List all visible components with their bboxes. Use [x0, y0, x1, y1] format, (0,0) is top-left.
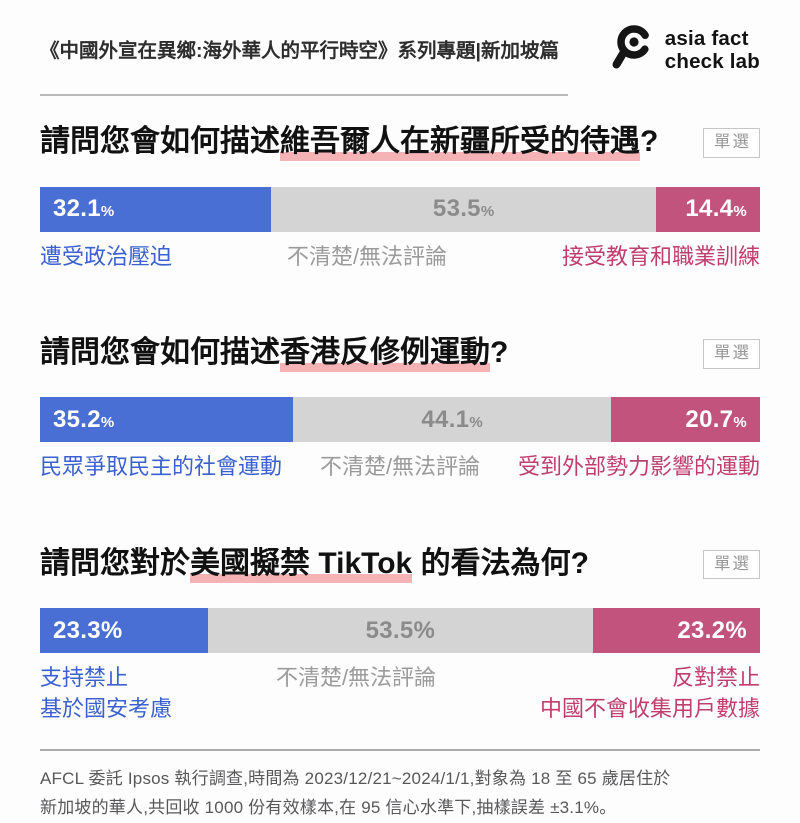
bar-segment-pink: 23.2% [592, 608, 760, 654]
bar-segment-blue: 32.1% [40, 186, 272, 232]
percent-sign: % [100, 616, 123, 644]
percent-sign: % [413, 616, 436, 644]
single-choice-badge: 單選 [703, 128, 760, 158]
answer-label-gray: 不清楚/無法評論 [286, 243, 448, 269]
bar-segment-blue: 35.2% [40, 397, 294, 443]
answer-label-gray: 不清楚/無法評論 [319, 454, 481, 480]
segment-value: 44.1 [421, 405, 470, 433]
percent-sign: % [100, 203, 115, 221]
bar-labels: 民眾爭取民主的社會運動 不清楚/無法評論 受到外部勢力影響的運動 [40, 451, 760, 482]
answer-label-pink: 受到外部勢力影響的運動 [517, 454, 760, 480]
footer-divider [40, 748, 760, 751]
title-highlighted-text: 維吾爾人在新疆所受的待遇 [280, 125, 640, 161]
single-choice-badge: 單選 [703, 338, 760, 369]
logo-wordmark: asia fact check lab [664, 26, 760, 74]
single-choice-badge: 單選 [703, 549, 760, 580]
percent-sign: % [733, 203, 747, 221]
bar-segment-gray: 44.1% [293, 397, 611, 443]
question-title: 請問您會如何描述維吾爾人在新疆所受的待遇? [40, 122, 658, 162]
title-prefix: 請問您會如何描述 [40, 335, 280, 369]
percent-sign: % [480, 203, 495, 221]
answer-label-blue: 民眾爭取民主的社會運動 [40, 454, 283, 480]
bar-segment-pink: 14.4% [656, 186, 760, 232]
bar-segment-blue: 23.3% [40, 608, 208, 654]
bar-segment-gray: 53.5% [207, 608, 593, 654]
bar-segment-gray: 53.5% [271, 186, 657, 232]
title-suffix: ? [640, 125, 659, 158]
title-prefix: 請問您會如何描述 [40, 125, 280, 158]
title-highlighted-text: 美國擬禁 TikTok [190, 546, 413, 583]
bar-labels: 遭受政治壓迫 不清楚/無法評論 接受教育和職業訓練 [40, 241, 760, 272]
stacked-bar: 23.3% 53.5% 23.2% [40, 608, 760, 654]
segment-value: 53.5 [365, 616, 414, 644]
page-header: 《中國外宣在異鄉:海外華人的平行時空》系列專題|新加坡篇 asia fact c… [40, 22, 760, 96]
question-title: 請問您會如何描述香港反修例運動? [40, 333, 508, 373]
stacked-bar: 32.1% 53.5% 14.4% [40, 186, 760, 232]
title-prefix: 請問您對於 [40, 546, 190, 580]
methodology-footer: AFCL 委託 Ipsos 執行調查,時間為 2023/12/21~2024/1… [40, 748, 760, 823]
answer-label-pink: 反對禁止 中國不會收集用戶數據 [540, 662, 760, 724]
question-block-2: 請問您會如何描述香港反修例運動? 單選 35.2% 44.1% 20.7% 民眾… [40, 333, 760, 483]
question-title: 請問您對於美國擬禁 TikTok 的看法為何? [40, 544, 589, 584]
segment-value: 53.5 [432, 195, 481, 223]
question-block-1: 請問您會如何描述維吾爾人在新疆所受的待遇? 單選 32.1% 53.5% 14.… [40, 122, 760, 272]
bar-labels: 支持禁止 基於國安考慮 不清楚/無法評論 反對禁止 中國不會收集用戶數據 [40, 662, 760, 724]
methodology-line-2: 新加坡的華人,共回收 1000 份有效樣本,在 95 信心水準下,抽樣誤差 ±3… [40, 798, 617, 818]
question-block-3: 請問您對於美國擬禁 TikTok 的看法為何? 單選 23.3% 53.5% 2… [40, 544, 760, 725]
methodology-line-1: AFCL 委託 Ipsos 執行調查,時間為 2023/12/21~2024/1… [40, 768, 671, 788]
answer-label-blue: 遭受政治壓迫 [40, 243, 173, 269]
answer-label-line: 反對禁止 [671, 665, 760, 691]
answer-label-line: 基於國安考慮 [40, 696, 173, 722]
header-divider [40, 94, 568, 96]
afcl-logo: asia fact check lab [604, 22, 760, 79]
percent-sign: % [733, 413, 747, 431]
answer-label-line: 中國不會收集用戶數據 [539, 696, 760, 722]
percent-sign: % [469, 413, 483, 431]
bar-segment-pink: 20.7% [610, 397, 760, 443]
segment-value: 35.2 [53, 405, 101, 433]
logo-line-1: asia fact [664, 26, 749, 50]
percent-sign: % [100, 413, 115, 431]
segment-value: 23.2 [677, 616, 726, 644]
title-suffix: ? [490, 335, 509, 369]
series-title: 《中國外宣在異鄉:海外華人的平行時空》系列專題|新加坡篇 [40, 40, 559, 62]
answer-label-blue: 支持禁止 基於國安考慮 [40, 662, 172, 724]
magnifier-eye-icon [604, 22, 656, 79]
percent-sign: % [725, 616, 747, 644]
answer-label-line: 支持禁止 [40, 665, 129, 691]
stacked-bar: 35.2% 44.1% 20.7% [40, 397, 760, 443]
segment-value: 20.7 [685, 405, 734, 433]
title-suffix: 的看法為何? [412, 546, 589, 580]
logo-line-2: check lab [664, 49, 760, 73]
answer-label-gray: 不清楚/無法評論 [275, 665, 437, 691]
segment-value: 14.4 [685, 195, 734, 223]
segment-value: 32.1 [53, 195, 101, 223]
title-highlighted-text: 香港反修例運動 [280, 335, 490, 372]
answer-label-pink: 接受教育和職業訓練 [561, 243, 760, 269]
segment-value: 23.3 [53, 616, 101, 644]
